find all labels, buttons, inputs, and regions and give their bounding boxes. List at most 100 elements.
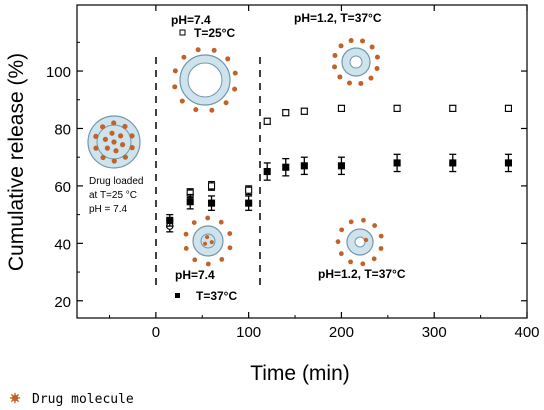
drug-dot (332, 53, 338, 58)
data-point-open (337, 104, 345, 112)
drug-dot (183, 246, 189, 251)
annotation-top-right: pH=1.2, T=37°C (294, 11, 382, 25)
drug-dot (361, 217, 366, 223)
drug-dot (371, 256, 377, 262)
particle-drug-loaded-icon (87, 115, 141, 169)
drug-dot (338, 251, 344, 257)
data-point-filled (166, 213, 174, 227)
x-tick-label: 400 (514, 324, 539, 341)
drug-dot (205, 215, 211, 221)
drug-dot (218, 219, 224, 225)
data-point-filled (186, 193, 194, 210)
particle-acid-bottom-icon (335, 217, 384, 267)
y-tick-label: 80 (54, 121, 71, 138)
drug-dot (93, 133, 99, 139)
data-point-open (393, 104, 401, 112)
annotation-bottom-left-temp: T=37°C (196, 289, 237, 303)
data-point-filled (263, 162, 271, 181)
particle-swollen-icon (172, 47, 238, 113)
drug-dot (191, 220, 197, 225)
y-axis-title: Cumulative release (%) (5, 53, 28, 271)
drug-dot (335, 239, 341, 245)
drug-dot (122, 123, 128, 130)
y-tick-label: 20 (54, 294, 71, 311)
drug-dot (209, 107, 215, 113)
drug-dot (122, 154, 128, 160)
data-point-open (300, 107, 308, 115)
drug-dot (232, 70, 238, 76)
y-axis-ticks: 20 40 60 80 100 (46, 41, 527, 311)
drug-dot (129, 133, 135, 139)
drug-dot (172, 84, 178, 90)
legend-filled-square (175, 293, 180, 298)
legend-open-square (179, 29, 186, 36)
drug-dot (193, 107, 199, 113)
y-tick-label: 40 (54, 236, 71, 253)
drug-dot (378, 233, 384, 239)
drug-molecule-icon (9, 392, 21, 404)
drug-dot (225, 56, 231, 62)
data-point-filled (504, 153, 512, 173)
x-tick-label: 200 (329, 324, 354, 341)
x-axis-title: Time (min) (250, 362, 350, 385)
drug-dot (332, 64, 338, 70)
data-point-open (282, 109, 290, 117)
drug-dot (209, 240, 214, 245)
data-point-filled (300, 156, 308, 176)
data-point-open (207, 180, 216, 191)
drug-dot (203, 241, 208, 246)
y-tick-label: 100 (46, 64, 71, 81)
drug-dot (348, 259, 353, 265)
drug-dot (100, 154, 106, 161)
annotation-top-left-ph: pH=7.4 (171, 13, 211, 27)
drug-dot (378, 246, 384, 251)
plot-frame (76, 4, 528, 319)
data-point-filled (245, 195, 253, 211)
drug-dot (348, 219, 354, 225)
drug-dot (360, 38, 365, 44)
drug-dot (195, 47, 201, 53)
drug-dot (338, 43, 344, 49)
drug-dot (348, 38, 354, 44)
x-tick-label: 100 (236, 324, 261, 341)
drug-dot (109, 130, 115, 136)
drug-dot (181, 54, 187, 60)
data-point-open (245, 185, 253, 196)
y-tick-label: 60 (54, 179, 71, 196)
drug-dot (339, 227, 345, 233)
drug-dot (205, 261, 211, 267)
annotation-bottom-right: pH=1.2, T=37°C (318, 267, 406, 281)
drug-dot (374, 66, 380, 71)
drug-dot (111, 120, 117, 126)
drug-dot (211, 47, 217, 53)
drug-dot (205, 235, 210, 240)
particle-acid-top-icon (332, 38, 380, 86)
drug-dot (172, 68, 178, 74)
drug-dot (232, 86, 238, 92)
drug-dot (100, 124, 106, 130)
drug-dot (104, 145, 110, 151)
annotation-bottom-left-ph: pH=7.4 (175, 268, 215, 282)
drug-dot (374, 54, 380, 60)
drug-dot (358, 80, 364, 86)
drug-dot (113, 148, 119, 154)
x-tick-label: 0 (152, 324, 160, 341)
data-point-open (504, 104, 512, 112)
data-point-open (449, 104, 457, 112)
annotation-loaded-line1: Drug loaded (89, 176, 143, 187)
drug-dot (111, 158, 117, 164)
drug-dot (118, 133, 124, 139)
drug-dot (223, 100, 229, 106)
data-point-filled (337, 156, 345, 176)
drug-dot (372, 223, 378, 228)
drug-dot (360, 261, 366, 267)
drug-dot (219, 257, 225, 262)
drug-dot (227, 245, 233, 251)
legend-drug-molecule: Drug molecule (32, 392, 134, 407)
data-point-filled (393, 153, 401, 173)
drug-dot (102, 136, 108, 142)
drug-dot (183, 231, 189, 237)
data-point-filled (449, 153, 457, 173)
annotation-loaded-line2: at T=25 °C (89, 190, 137, 201)
